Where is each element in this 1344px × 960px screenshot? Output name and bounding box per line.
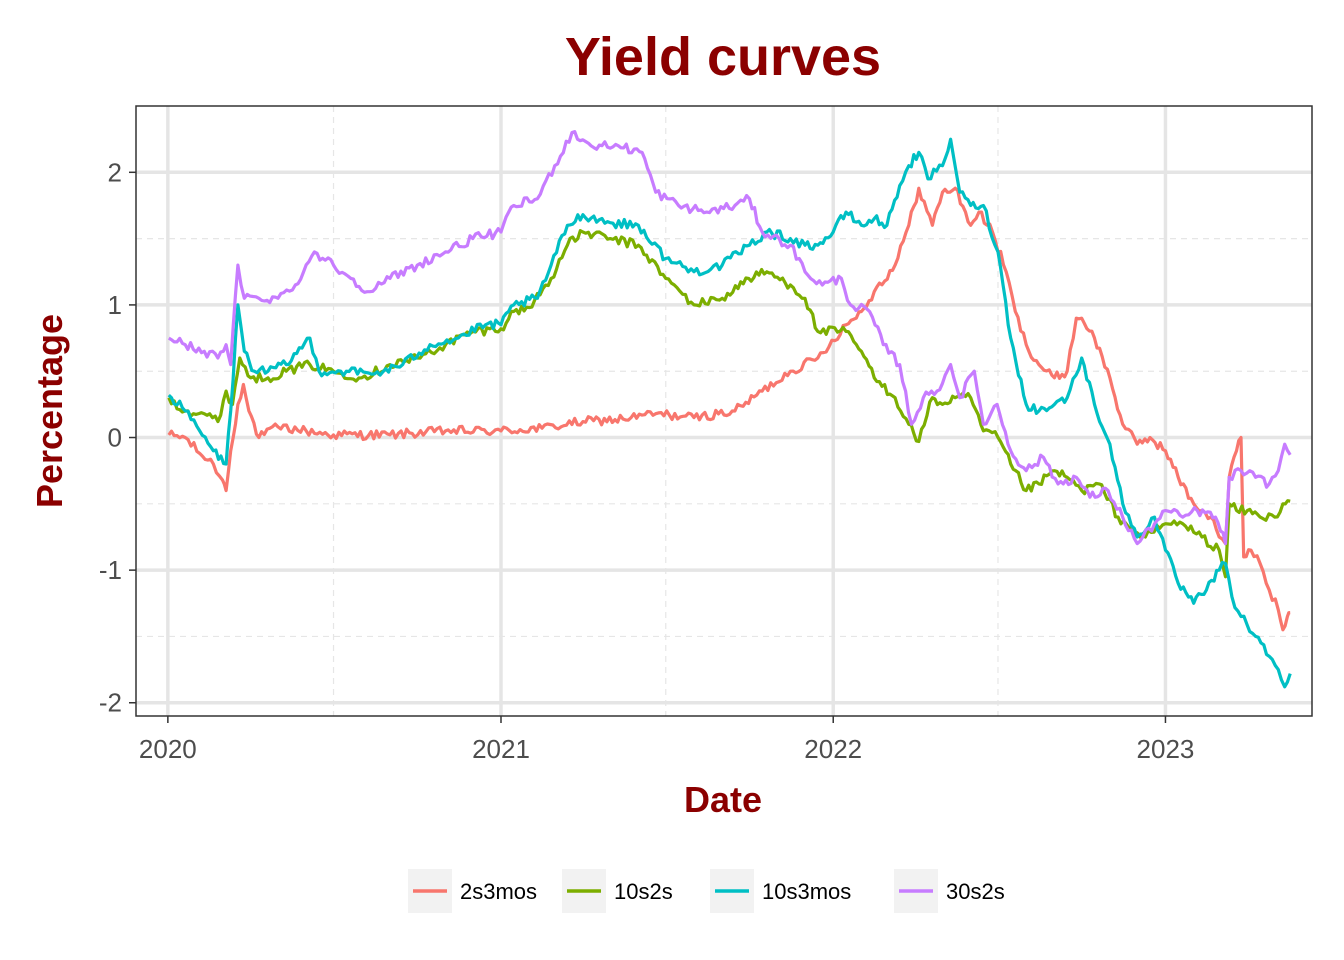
y-tick-label: -2: [99, 688, 122, 718]
x-tick-label: 2023: [1137, 734, 1195, 764]
legend-item-10s2s: 10s2s: [562, 869, 673, 913]
x-axis-ticks: 2020 2021 2022 2023: [139, 716, 1194, 764]
x-tick-label: 2021: [472, 734, 530, 764]
y-axis-title: Percentage: [29, 314, 70, 508]
series-line-30s2s: [167, 130, 1292, 546]
plot-panel: [136, 106, 1312, 716]
y-tick-label: 1: [108, 290, 122, 320]
series-line-10s2s: [167, 229, 1291, 579]
y-tick-label: -1: [99, 555, 122, 585]
x-axis-title: Date: [684, 779, 762, 820]
legend-item-30s2s: 30s2s: [894, 869, 1005, 913]
legend-label: 30s2s: [946, 879, 1005, 904]
major-gridlines: [136, 106, 1312, 716]
y-tick-label: 2: [108, 157, 122, 187]
series-line-10s3mos: [167, 137, 1292, 689]
x-tick-label: 2020: [139, 734, 197, 764]
legend-label: 10s2s: [614, 879, 673, 904]
legend-item-10s3mos: 10s3mos: [710, 869, 851, 913]
y-tick-label: 0: [108, 423, 122, 453]
plot-border: [135, 105, 1313, 717]
series-lines: [167, 130, 1292, 689]
y-axis-ticks: -2 -1 0 1 2: [99, 157, 136, 718]
x-tick-label: 2022: [804, 734, 862, 764]
legend-label: 10s3mos: [762, 879, 851, 904]
legend-label: 2s3mos: [460, 879, 537, 904]
series-line-2s3mos: [167, 186, 1291, 632]
chart-title: Yield curves: [565, 27, 881, 87]
legend: 2s3mos 10s2s 10s3mos 30s2s: [408, 869, 1005, 913]
legend-item-2s3mos: 2s3mos: [408, 869, 537, 913]
